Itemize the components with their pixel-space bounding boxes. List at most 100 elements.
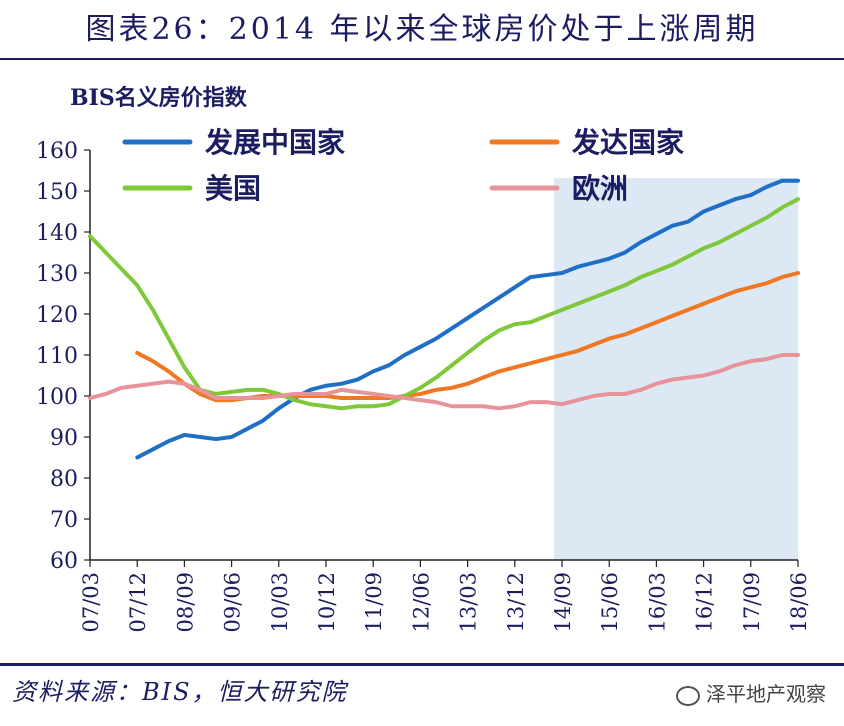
data-point (670, 224, 674, 228)
data-point (796, 179, 800, 183)
data-point (198, 435, 202, 439)
data-point (182, 433, 186, 437)
data-point (434, 337, 438, 341)
data-point (607, 257, 611, 261)
data-point (764, 281, 769, 285)
data-point (340, 406, 344, 410)
data-point (355, 396, 360, 400)
data-point (324, 392, 328, 396)
data-point (733, 232, 737, 236)
data-point (466, 316, 470, 320)
data-point (450, 386, 454, 390)
data-point (418, 386, 422, 390)
data-point (497, 369, 501, 373)
data-point (513, 322, 517, 326)
y-tick-label: 150 (36, 180, 78, 205)
data-point (135, 283, 139, 287)
data-point (198, 388, 202, 392)
data-point (418, 398, 422, 402)
data-point (702, 246, 706, 250)
data-point (450, 363, 454, 367)
y-tick-label: 120 (36, 303, 78, 328)
data-point (119, 267, 124, 271)
y-tick-label: 160 (36, 139, 78, 164)
data-point (245, 427, 249, 431)
data-point (544, 357, 548, 361)
data-point (418, 392, 422, 396)
data-point (355, 390, 360, 394)
data-point (214, 396, 218, 400)
x-tick-label: 17/09 (740, 572, 764, 633)
x-tick-label: 14/09 (551, 572, 575, 633)
data-point (733, 197, 737, 201)
source-note: 资料来源：BIS，恒大研究院 (12, 678, 348, 706)
data-point (466, 404, 470, 408)
data-point (654, 232, 659, 236)
data-point (151, 308, 155, 312)
data-point (340, 396, 344, 400)
data-point (324, 384, 328, 388)
data-point (780, 353, 784, 357)
legend-label: 发展中国家 (204, 126, 345, 159)
data-point (576, 265, 580, 269)
y-tick-label: 80 (50, 467, 78, 492)
data-point (104, 250, 108, 255)
data-point (702, 373, 706, 378)
x-tick-label: 16/12 (693, 572, 717, 633)
data-point (544, 400, 548, 404)
data-point (481, 375, 485, 380)
data-point (780, 179, 784, 183)
data-point (717, 240, 721, 244)
data-point (481, 306, 485, 310)
x-tick-label: 07/03 (79, 572, 103, 633)
data-point (245, 388, 249, 392)
data-point (591, 394, 596, 398)
data-point (403, 353, 407, 357)
data-point (497, 328, 501, 332)
data-point (371, 404, 375, 408)
data-point (623, 250, 627, 255)
y-tick-label: 100 (36, 385, 78, 410)
data-point (654, 269, 659, 273)
data-point (167, 337, 171, 341)
data-point (434, 400, 438, 404)
data-point (308, 388, 312, 392)
data-point (261, 388, 265, 392)
data-point (764, 216, 769, 220)
data-point (670, 263, 674, 267)
data-point (717, 296, 721, 300)
y-tick-label: 60 (50, 549, 78, 574)
y-tick-label: 110 (36, 344, 78, 369)
x-tick-label: 18/06 (787, 572, 811, 633)
data-point (466, 382, 470, 386)
data-point (654, 320, 659, 324)
data-point (686, 375, 690, 380)
data-point (749, 285, 753, 289)
data-point (450, 326, 454, 330)
data-point (371, 369, 375, 373)
data-point (639, 275, 643, 279)
data-point (576, 398, 580, 402)
x-tick-label: 10/03 (268, 572, 292, 633)
data-point (639, 388, 643, 392)
x-tick-label: 12/06 (409, 572, 433, 633)
data-point (214, 392, 218, 396)
x-tick-label: 13/03 (457, 572, 481, 633)
data-point (308, 392, 312, 396)
data-point (88, 234, 92, 238)
data-point (497, 296, 501, 300)
data-point (654, 382, 659, 386)
watermark-text: 泽平地产观察 (706, 682, 826, 706)
highlight-region (554, 178, 798, 560)
x-tick-label: 11/09 (362, 572, 386, 633)
data-point (764, 185, 769, 189)
data-point (591, 343, 596, 347)
data-point (796, 197, 800, 201)
wechat-icon (676, 685, 700, 706)
data-point (135, 455, 139, 460)
footer-divider (0, 663, 844, 666)
y-axis-label: BIS名义房价指数 (70, 85, 247, 111)
data-point (607, 289, 611, 294)
data-point (355, 378, 360, 382)
